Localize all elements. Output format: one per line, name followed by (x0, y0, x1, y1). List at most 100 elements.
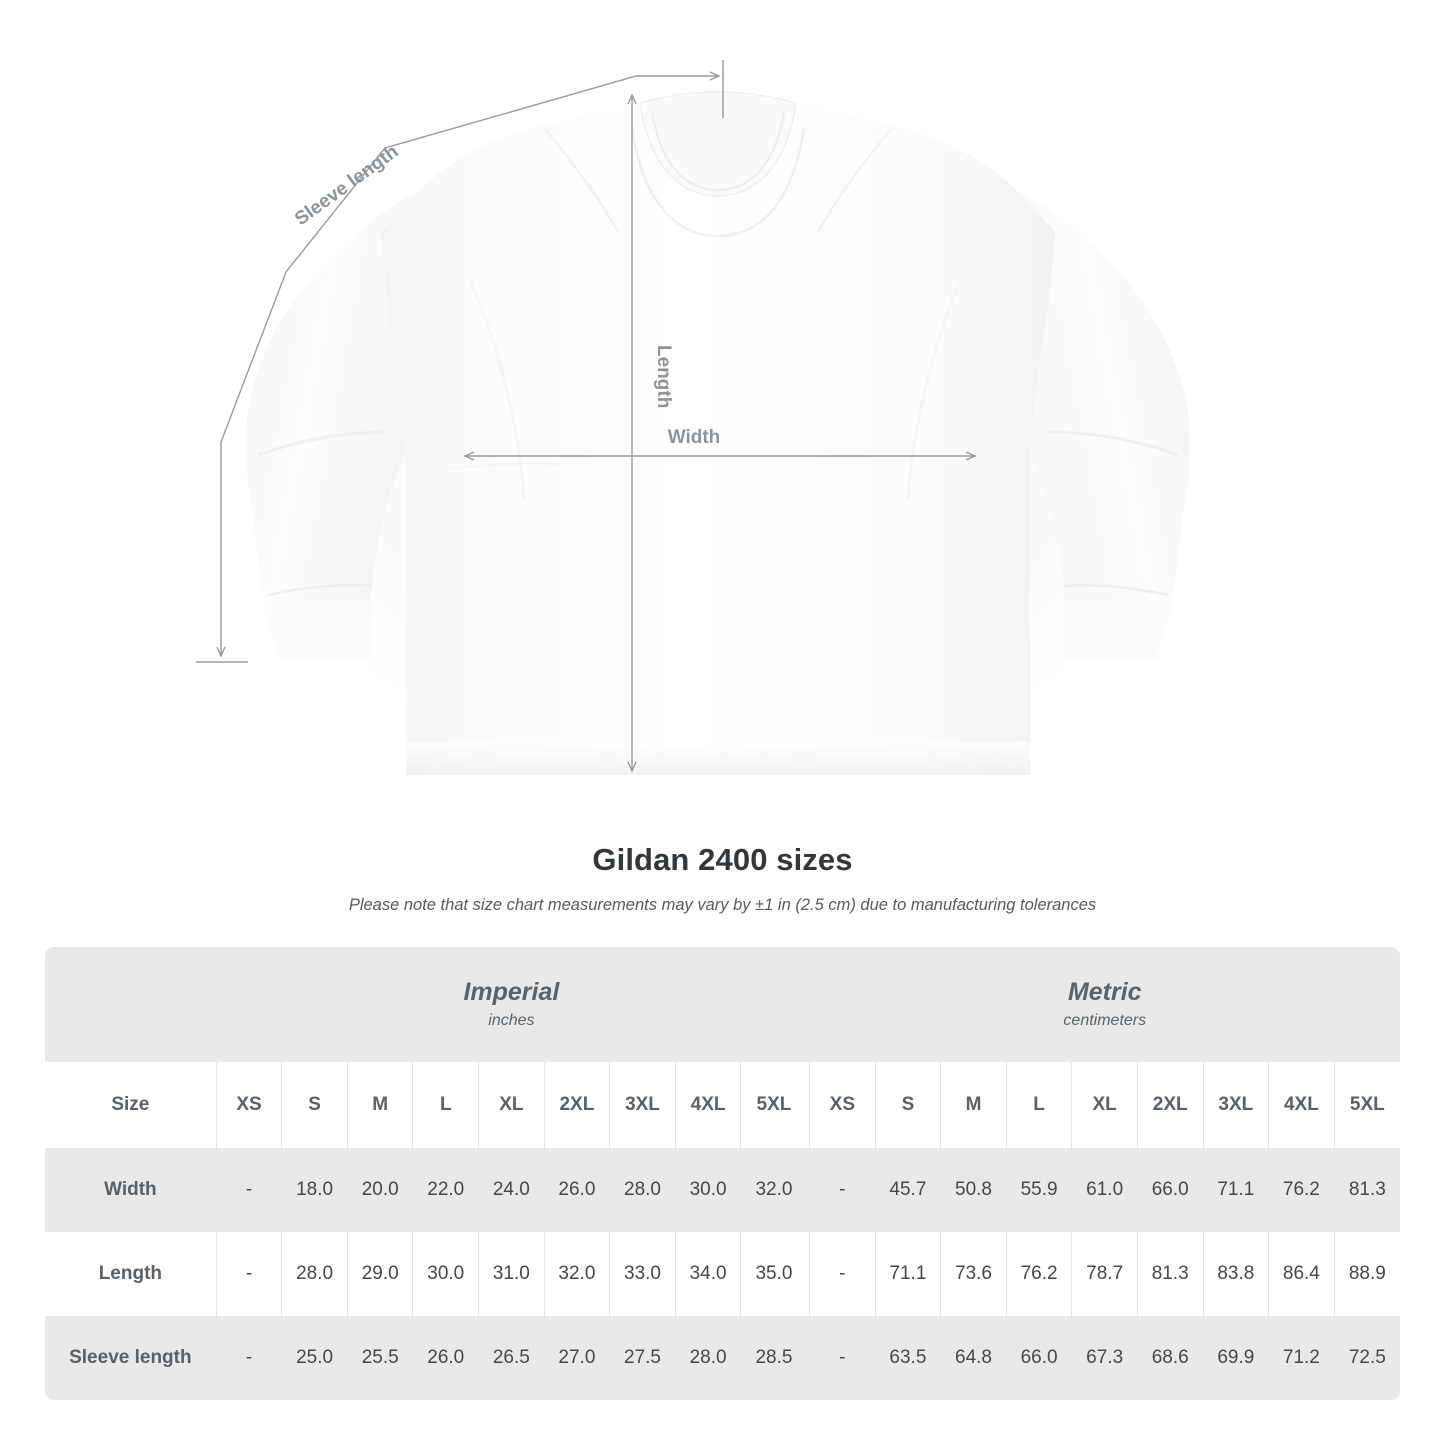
table-row: Width - 18.0 20.0 22.0 24.0 26.0 28.0 30… (45, 1148, 1400, 1232)
cell-length-met-xs: - (809, 1232, 876, 1316)
cell-width-met-3xl: 71.1 (1202, 1148, 1269, 1232)
table-row: Length - 28.0 29.0 30.0 31.0 32.0 33.0 3… (45, 1232, 1400, 1316)
tolerance-note: Please note that size chart measurements… (348, 896, 1097, 914)
left-shoulder-seam (544, 128, 620, 233)
row-separator (806, 1316, 810, 1400)
cell-width-met-2xl: 66.0 (1136, 1148, 1204, 1232)
cell-width-imp-2xl: 26.0 (543, 1148, 610, 1232)
garment-figure: Sleeve length Length Width (196, 60, 1238, 800)
cell-sleeve-imp-xs: - (215, 1316, 282, 1400)
cell-sleeve-imp-2xl: 27.0 (543, 1316, 610, 1400)
cell-length-met-4xl: 86.4 (1268, 1232, 1335, 1316)
cell-width-imp-4xl: 30.0 (674, 1148, 741, 1232)
cell-width-met-s: 45.7 (874, 1148, 941, 1232)
size-header-met-s: S (874, 1062, 941, 1148)
unit-banner-metric: Metric centimeters (809, 947, 1400, 1062)
size-header-imp-xs: XS (215, 1062, 282, 1148)
left-cuff (272, 600, 372, 658)
cell-sleeve-met-xl: 67.3 (1071, 1316, 1138, 1400)
size-header-met-5xl: 5XL (1333, 1062, 1400, 1148)
cell-length-imp-2xl: 32.0 (543, 1232, 610, 1316)
length-dimension: Length (627, 93, 674, 773)
collar-inner-line (650, 111, 786, 192)
cell-width-imp-5xl: 32.0 (740, 1148, 807, 1232)
title-block: Gildan 2400 sizes Please note that size … (0, 840, 1445, 916)
cell-sleeve-met-s: 63.5 (874, 1316, 941, 1400)
cell-length-imp-xl: 31.0 (478, 1232, 545, 1316)
size-header-met-xl: XL (1071, 1062, 1138, 1148)
cell-length-met-5xl: 88.9 (1333, 1232, 1400, 1316)
size-header-imp-m: M (346, 1062, 413, 1148)
cell-sleeve-imp-s: 25.0 (281, 1316, 348, 1400)
cell-length-imp-s: 28.0 (281, 1232, 348, 1316)
cell-sleeve-imp-4xl: 28.0 (674, 1316, 741, 1400)
collar-band (639, 91, 797, 197)
size-chart-table: Imperial inches Metric centimeters Size … (45, 947, 1400, 1400)
cell-sleeve-met-5xl: 72.5 (1333, 1316, 1400, 1400)
neck-seam (630, 127, 806, 238)
cell-length-imp-3xl: 33.0 (609, 1232, 676, 1316)
section-separator (806, 1062, 810, 1148)
cell-width-met-4xl: 76.2 (1268, 1148, 1335, 1232)
row-label-width: Width (45, 1148, 217, 1232)
width-dimension: Width (463, 427, 977, 461)
cell-width-met-5xl: 81.3 (1333, 1148, 1400, 1232)
size-header-met-3xl: 3XL (1202, 1062, 1269, 1148)
size-header-met-m: M (940, 1062, 1007, 1148)
garment-illustration: Sleeve length Length Width (196, 60, 1238, 800)
unit-sub-imperial: inches (488, 1011, 535, 1029)
cell-length-met-xl: 78.7 (1071, 1232, 1138, 1316)
cell-width-imp-s: 18.0 (281, 1148, 348, 1232)
cell-length-imp-m: 29.0 (346, 1232, 413, 1316)
unit-banner-gap (806, 947, 810, 1062)
row-label-sleeve-length: Sleeve length (45, 1316, 217, 1400)
size-header-imp-l: L (412, 1062, 479, 1148)
cell-sleeve-imp-xl: 26.5 (478, 1316, 545, 1400)
cell-length-met-3xl: 83.8 (1202, 1232, 1269, 1316)
cell-sleeve-imp-l: 26.0 (412, 1316, 479, 1400)
cell-length-imp-4xl: 34.0 (674, 1232, 741, 1316)
cell-sleeve-met-2xl: 68.6 (1136, 1316, 1204, 1400)
size-header-imp-xl: XL (478, 1062, 545, 1148)
size-header-row: Size XS S M L XL 2XL 3XL 4XL 5XL XS S M … (45, 1062, 1400, 1148)
row-separator (806, 1148, 810, 1232)
cell-width-met-m: 50.8 (940, 1148, 1007, 1232)
size-header-met-2xl: 2XL (1136, 1062, 1204, 1148)
unit-sub-metric: centimeters (1063, 1011, 1147, 1029)
right-cuff-seam (1063, 584, 1169, 597)
cell-length-met-m: 73.6 (940, 1232, 1007, 1316)
size-header-imp-2xl: 2XL (543, 1062, 610, 1148)
cell-sleeve-imp-5xl: 28.5 (740, 1316, 807, 1400)
size-header-met-xs: XS (809, 1062, 876, 1148)
cell-width-met-l: 55.9 (1005, 1148, 1072, 1232)
cell-sleeve-met-m: 64.8 (940, 1316, 1007, 1400)
size-header-imp-4xl: 4XL (674, 1062, 741, 1148)
shirt-hem (406, 742, 1030, 775)
right-sleeve-fold (1047, 430, 1179, 457)
size-header-imp-3xl: 3XL (609, 1062, 676, 1148)
unit-banner-imperial: Imperial inches (216, 947, 807, 1062)
cell-sleeve-met-3xl: 69.9 (1202, 1316, 1269, 1400)
right-shoulder-seam (816, 128, 892, 233)
size-header-met-4xl: 4XL (1268, 1062, 1335, 1148)
cell-sleeve-met-l: 66.0 (1005, 1316, 1072, 1400)
length-label: Length (653, 345, 674, 408)
size-header-imp-s: S (281, 1062, 348, 1148)
cell-sleeve-met-4xl: 71.2 (1268, 1316, 1335, 1400)
cell-length-imp-xs: - (215, 1232, 282, 1316)
cell-length-met-s: 71.1 (874, 1232, 941, 1316)
shirt-body (381, 92, 1055, 775)
cell-sleeve-imp-3xl: 27.5 (609, 1316, 676, 1400)
row-separator (806, 1232, 810, 1316)
cell-length-imp-5xl: 35.0 (740, 1232, 807, 1316)
cell-width-imp-m: 20.0 (346, 1148, 413, 1232)
sleeve-length-leader-line (220, 71, 721, 443)
size-header-imp-5xl: 5XL (740, 1062, 807, 1148)
table-row: Sleeve length - 25.0 25.5 26.0 26.5 27.0… (45, 1316, 1400, 1400)
row-label-length: Length (45, 1232, 217, 1316)
size-header-label: Size (45, 1062, 217, 1148)
unit-banner-spacer (45, 947, 217, 1062)
cell-length-imp-l: 30.0 (412, 1232, 479, 1316)
body-crease-horizontal (429, 462, 561, 472)
cell-sleeve-imp-m: 25.5 (346, 1316, 413, 1400)
